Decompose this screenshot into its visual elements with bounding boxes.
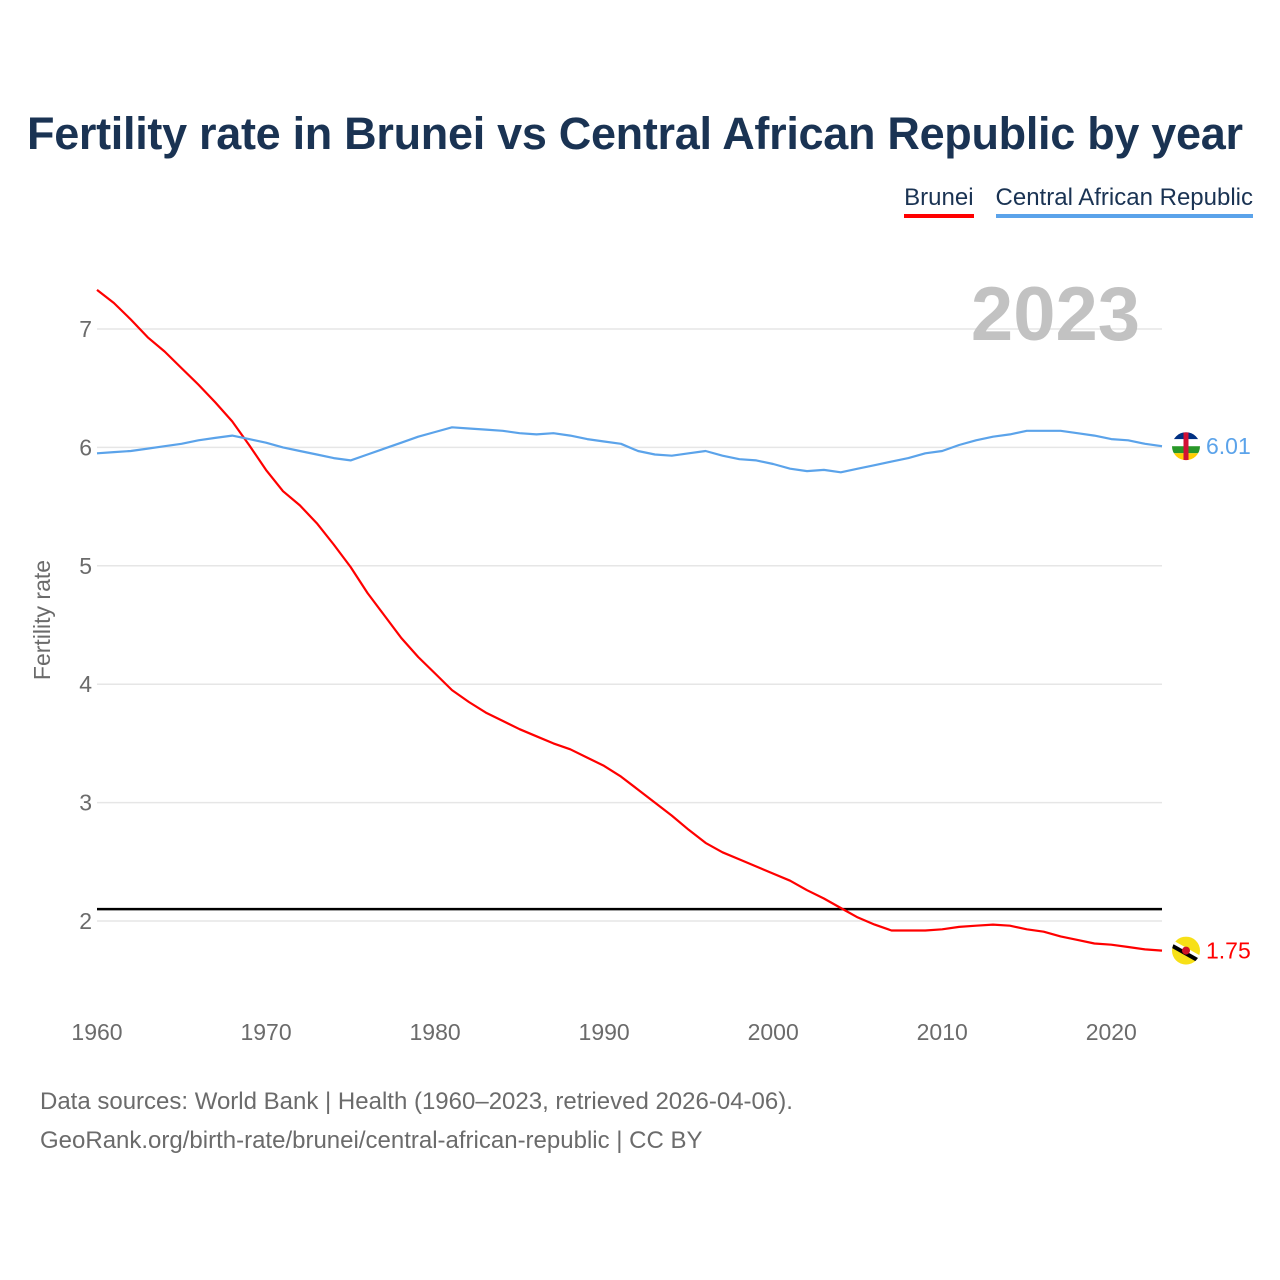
y-tick-label: 2	[79, 908, 92, 934]
footer-link[interactable]: GeoRank.org/birth-rate/brunei/central-af…	[40, 1127, 703, 1154]
y-axis-label: Fertility rate	[29, 560, 55, 680]
chart-title: Fertility rate in Brunei vs Central Afri…	[27, 108, 1243, 159]
x-tick-label: 1970	[240, 1019, 291, 1045]
year-watermark: 2023	[971, 272, 1140, 357]
legend: Brunei Central African Republic	[904, 184, 1253, 218]
end-value-label: 6.01	[1206, 433, 1251, 459]
flag-emblem	[1182, 946, 1190, 955]
x-tick-label: 2010	[917, 1019, 968, 1045]
flag-vertical-band	[1183, 432, 1189, 461]
brunei-flag-icon	[1172, 936, 1200, 965]
series-line-brunei	[96, 289, 1163, 952]
y-tick-label: 7	[79, 316, 92, 342]
y-tick-label: 4	[79, 671, 92, 697]
x-tick-label: 1980	[410, 1019, 461, 1045]
legend-item-central-african-republic[interactable]: Central African Republic	[995, 184, 1253, 218]
central-african-republic-flag-icon	[1172, 432, 1200, 461]
y-tick-label: 5	[79, 553, 92, 579]
end-value-label: 1.75	[1206, 938, 1251, 964]
y-tick-label: 3	[79, 790, 92, 816]
y-tick-label: 6	[79, 434, 92, 460]
footer-sources: Data sources: World Bank | Health (1960–…	[40, 1088, 793, 1115]
x-tick-label: 1990	[579, 1019, 630, 1045]
x-tick-label: 2020	[1086, 1019, 1137, 1045]
x-tick-label: 1960	[71, 1019, 122, 1045]
legend-item-brunei[interactable]: Brunei	[904, 184, 974, 218]
x-tick-label: 2000	[748, 1019, 799, 1045]
series-line-central-african-republic	[96, 426, 1163, 474]
